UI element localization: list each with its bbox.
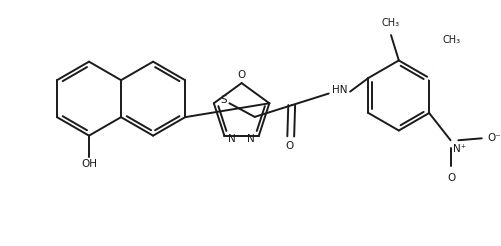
Text: N: N <box>228 134 235 144</box>
Text: O: O <box>237 70 245 80</box>
Text: CH₃: CH₃ <box>442 35 460 45</box>
Text: OH: OH <box>81 159 97 169</box>
Text: N: N <box>246 134 255 144</box>
Text: N⁺: N⁺ <box>451 144 465 154</box>
Text: S: S <box>220 95 226 105</box>
Text: HN: HN <box>331 85 346 95</box>
Text: O⁻: O⁻ <box>486 133 500 143</box>
Text: CH₃: CH₃ <box>381 18 399 28</box>
Text: O: O <box>285 141 293 151</box>
Text: O: O <box>446 173 455 183</box>
